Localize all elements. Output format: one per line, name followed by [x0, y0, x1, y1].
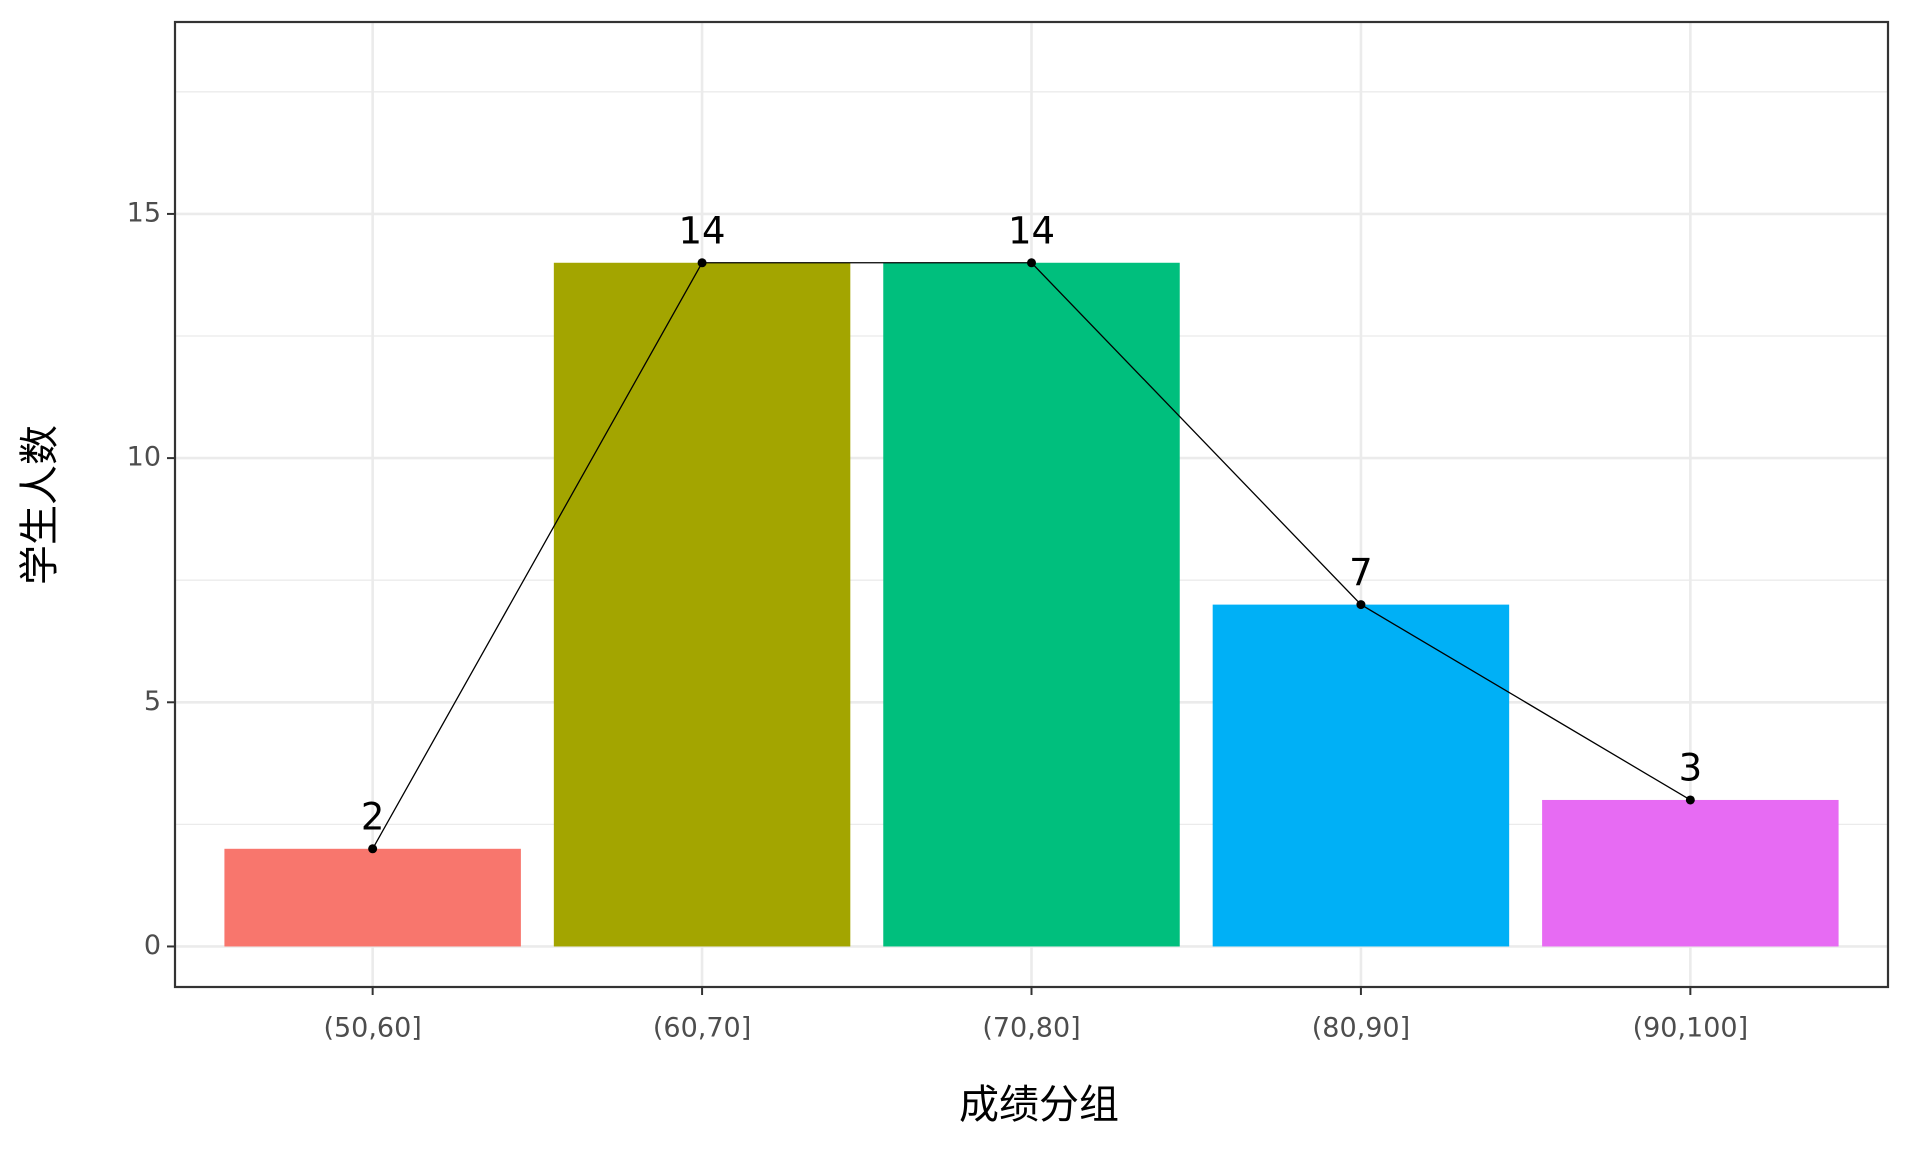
- y-axis-title: 学生人数: [17, 425, 63, 585]
- point: [368, 844, 378, 854]
- x-tick-label: (80,90]: [1312, 1013, 1410, 1044]
- y-tick-label: 10: [127, 442, 161, 473]
- value-label: 14: [1008, 209, 1055, 252]
- value-label: 14: [679, 209, 726, 252]
- bar: [553, 262, 851, 947]
- bar: [1212, 604, 1510, 947]
- x-axis-title: 成绩分组: [959, 1082, 1119, 1128]
- value-label: 3: [1679, 746, 1703, 789]
- y-tick-label: 15: [127, 197, 161, 228]
- point: [1685, 795, 1695, 805]
- x-tick-label: (70,80]: [982, 1013, 1080, 1044]
- bar: [224, 848, 521, 947]
- point: [697, 258, 707, 268]
- x-tick-label: (50,60]: [323, 1013, 421, 1044]
- y-tick-label: 0: [144, 930, 161, 961]
- bar: [883, 262, 1180, 947]
- value-label: 7: [1349, 551, 1373, 594]
- point: [1356, 600, 1366, 610]
- x-tick-label: (60,70]: [653, 1013, 751, 1044]
- point: [1027, 258, 1036, 268]
- bar: [1542, 799, 1839, 947]
- panel-border: [173, 20, 1890, 989]
- value-label: 2: [361, 795, 385, 838]
- y-tick-label: 5: [144, 686, 161, 717]
- x-tick-label: (90,100]: [1633, 1013, 1749, 1044]
